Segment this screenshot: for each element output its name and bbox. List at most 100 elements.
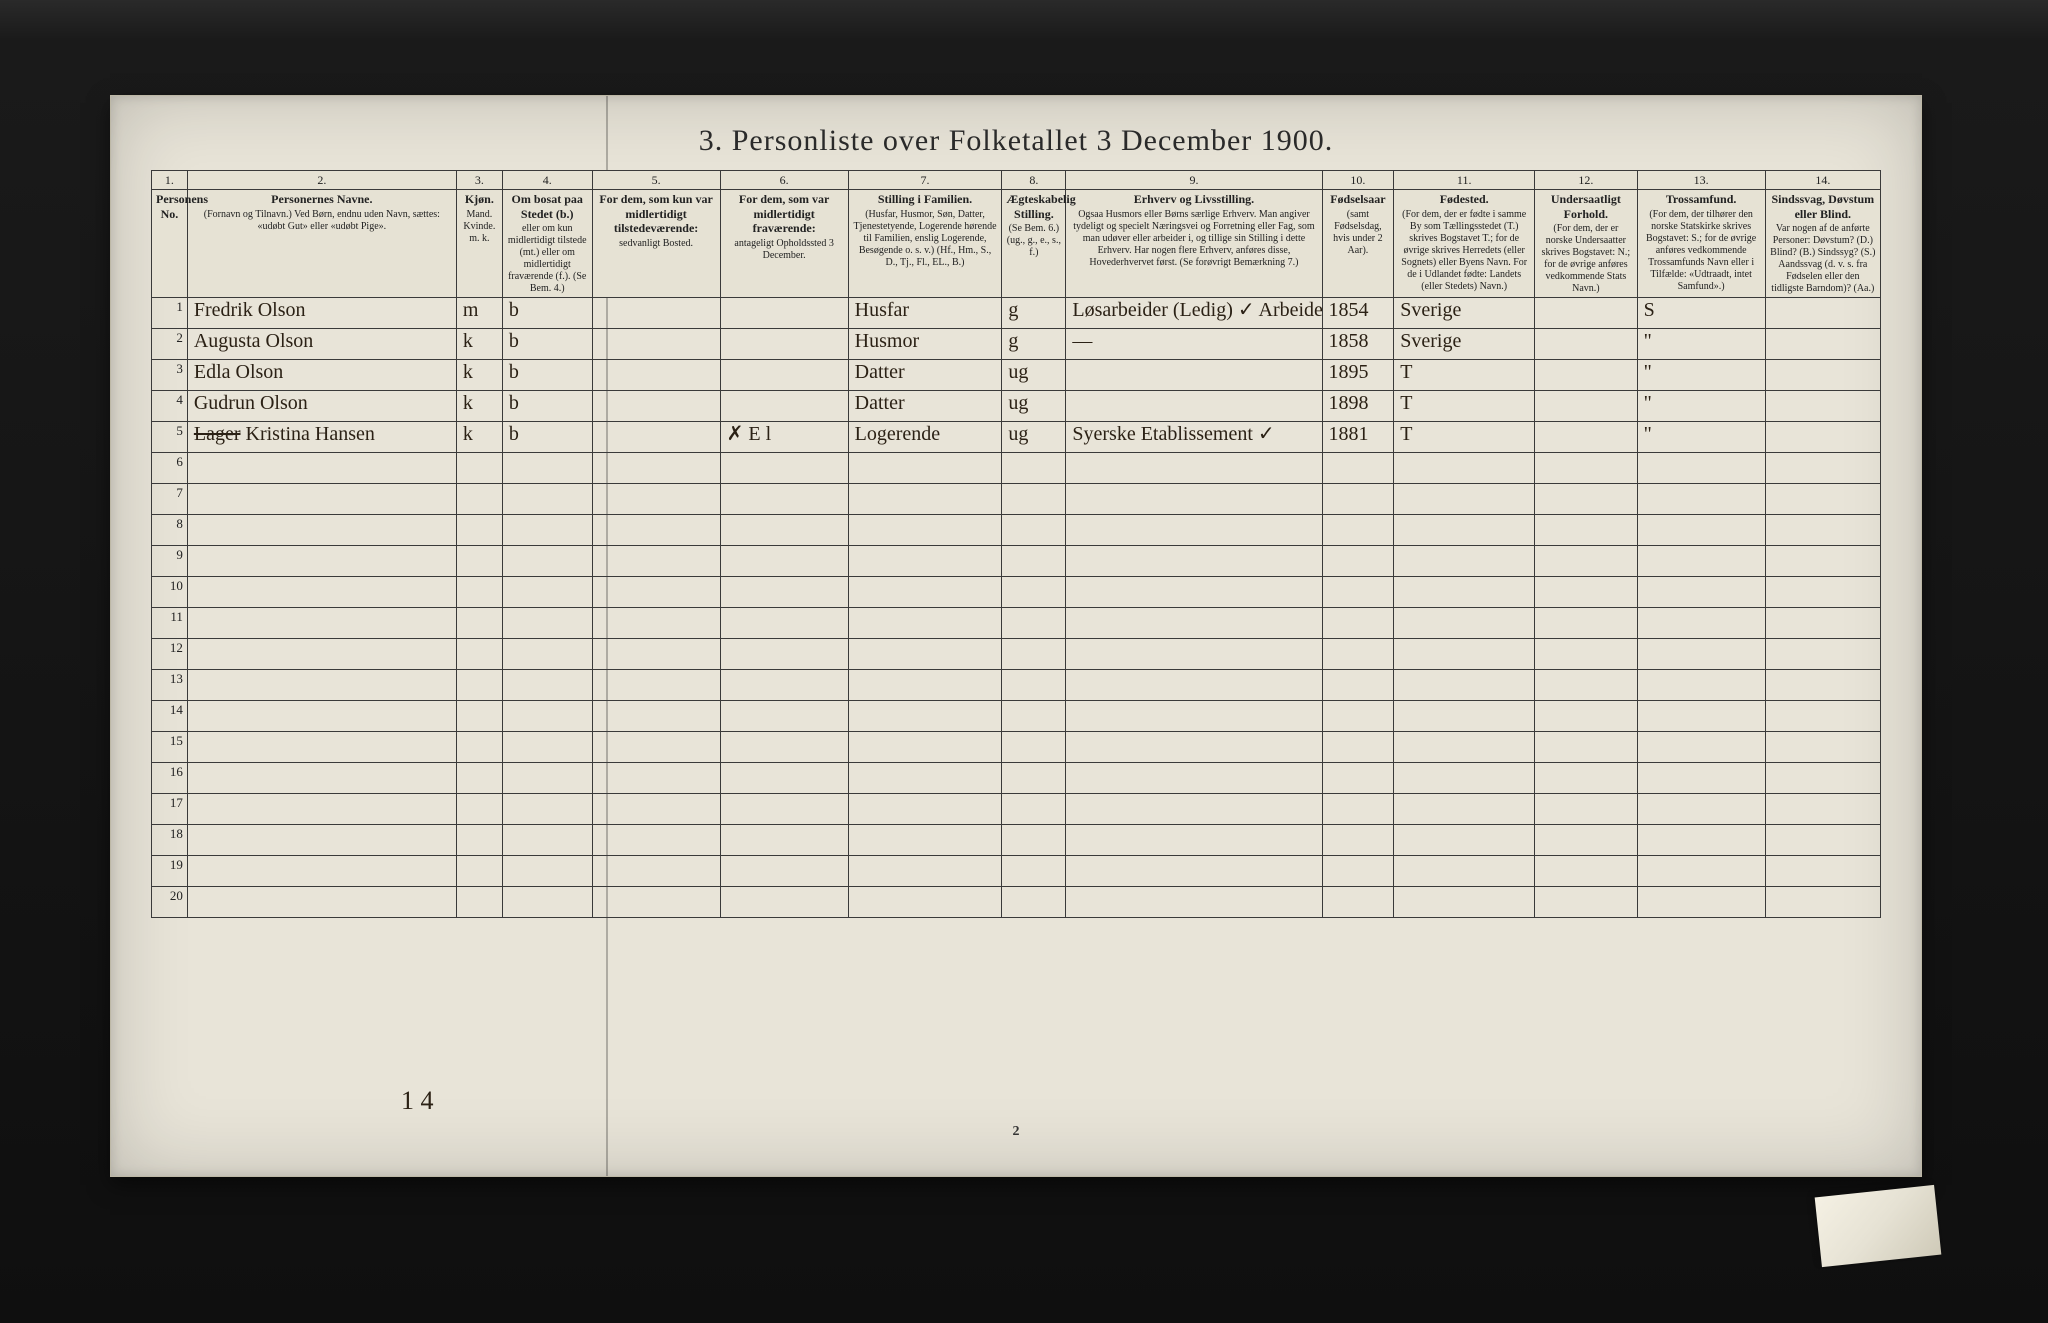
cell-occ [1066, 887, 1322, 918]
cell-pres [502, 577, 592, 608]
cell-sex [456, 794, 502, 825]
column-header: Personernes Navne.(Fornavn og Tilnavn.) … [187, 190, 456, 298]
cell-rel: " [1637, 391, 1765, 422]
cell-nat [1535, 453, 1637, 484]
cell-rel [1637, 732, 1765, 763]
cell-rel: " [1637, 360, 1765, 391]
cell-birthpl [1394, 577, 1535, 608]
cell-occ [1066, 453, 1322, 484]
cell-mar [1002, 701, 1066, 732]
census-table: 1.2.3.4.5.6.7.8.9.10.11.12.13.14. Person… [151, 170, 1881, 918]
cell-pres: b [502, 391, 592, 422]
cell-yr [1322, 701, 1394, 732]
cell-n: 15 [152, 732, 188, 763]
cell-fam: Datter [848, 391, 1002, 422]
column-number: 6. [720, 171, 848, 190]
cell-n: 19 [152, 856, 188, 887]
cell-sex [456, 639, 502, 670]
cell-pres [502, 763, 592, 794]
cell-occ: Syerske Etablissement ✓ [1066, 422, 1322, 453]
cell-fam [848, 608, 1002, 639]
cell-name [187, 856, 456, 887]
cell-nat [1535, 298, 1637, 329]
cell-c5 [592, 422, 720, 453]
cell-c6 [720, 360, 848, 391]
cell-c5 [592, 391, 720, 422]
cell-pres [502, 887, 592, 918]
cell-mar: g [1002, 329, 1066, 360]
cell-yr: 1854 [1322, 298, 1394, 329]
column-header: Sindssvag, Døvstum eller Blind.Var nogen… [1765, 190, 1880, 298]
cell-c6 [720, 670, 848, 701]
cell-c5 [592, 484, 720, 515]
cell-yr: 1895 [1322, 360, 1394, 391]
cell-n: 18 [152, 825, 188, 856]
cell-name [187, 453, 456, 484]
cell-mar [1002, 825, 1066, 856]
cell-occ [1066, 484, 1322, 515]
page-title: 3. Personliste over Folketallet 3 Decemb… [151, 124, 1881, 158]
table-row: 14 [152, 701, 1881, 732]
cell-c5 [592, 453, 720, 484]
cell-nat [1535, 577, 1637, 608]
cell-name: Augusta Olson [187, 329, 456, 360]
table-row: 3Edla OlsonkbDatterug1895T" [152, 360, 1881, 391]
cell-mar: ug [1002, 422, 1066, 453]
cell-name: Gudrun Olson [187, 391, 456, 422]
cell-dis [1765, 763, 1880, 794]
cell-nat [1535, 732, 1637, 763]
cell-name: Fredrik Olson [187, 298, 456, 329]
cell-nat [1535, 825, 1637, 856]
cell-fam [848, 732, 1002, 763]
cell-yr [1322, 732, 1394, 763]
cell-fam [848, 701, 1002, 732]
column-header: For dem, som kun var midlertidigt tilste… [592, 190, 720, 298]
cell-mar [1002, 670, 1066, 701]
column-number: 11. [1394, 171, 1535, 190]
cell-mar [1002, 732, 1066, 763]
table-row: 5Lager Kristina Hansenkb✗ E lLogerendeug… [152, 422, 1881, 453]
cell-n: 14 [152, 701, 188, 732]
cell-name [187, 825, 456, 856]
cell-sex: k [456, 422, 502, 453]
cell-fam: Datter [848, 360, 1002, 391]
cell-pres [502, 546, 592, 577]
cell-birthpl [1394, 670, 1535, 701]
table-row: 6 [152, 453, 1881, 484]
cell-birthpl: T [1394, 422, 1535, 453]
cell-birthpl [1394, 453, 1535, 484]
cell-dis [1765, 825, 1880, 856]
column-header: Ægteskabelig Stilling.(Se Bem. 6.) (ug.,… [1002, 190, 1066, 298]
cell-name: Edla Olson [187, 360, 456, 391]
cell-mar [1002, 639, 1066, 670]
cell-birthpl: T [1394, 360, 1535, 391]
column-number: 14. [1765, 171, 1880, 190]
cell-pres [502, 856, 592, 887]
cell-birthpl: Sverige [1394, 329, 1535, 360]
cell-n: 1 [152, 298, 188, 329]
cell-yr [1322, 484, 1394, 515]
cell-sex: k [456, 329, 502, 360]
cell-c5 [592, 546, 720, 577]
column-number: 12. [1535, 171, 1637, 190]
cell-c6 [720, 298, 848, 329]
cell-dis [1765, 484, 1880, 515]
cell-occ [1066, 639, 1322, 670]
cell-name [187, 577, 456, 608]
cell-c6 [720, 763, 848, 794]
table-row: 13 [152, 670, 1881, 701]
cell-sex [456, 546, 502, 577]
column-number-row: 1.2.3.4.5.6.7.8.9.10.11.12.13.14. [152, 171, 1881, 190]
cell-occ [1066, 515, 1322, 546]
cell-n: 13 [152, 670, 188, 701]
cell-c5 [592, 887, 720, 918]
cell-yr [1322, 825, 1394, 856]
column-header: Fødselsaar(samt Fødselsdag, hvis under 2… [1322, 190, 1394, 298]
cell-c6 [720, 794, 848, 825]
table-row: 2Augusta OlsonkbHusmorg—1858Sverige" [152, 329, 1881, 360]
cell-birthpl [1394, 608, 1535, 639]
cell-nat [1535, 639, 1637, 670]
cell-pres [502, 825, 592, 856]
cell-sex [456, 670, 502, 701]
cell-yr: 1898 [1322, 391, 1394, 422]
